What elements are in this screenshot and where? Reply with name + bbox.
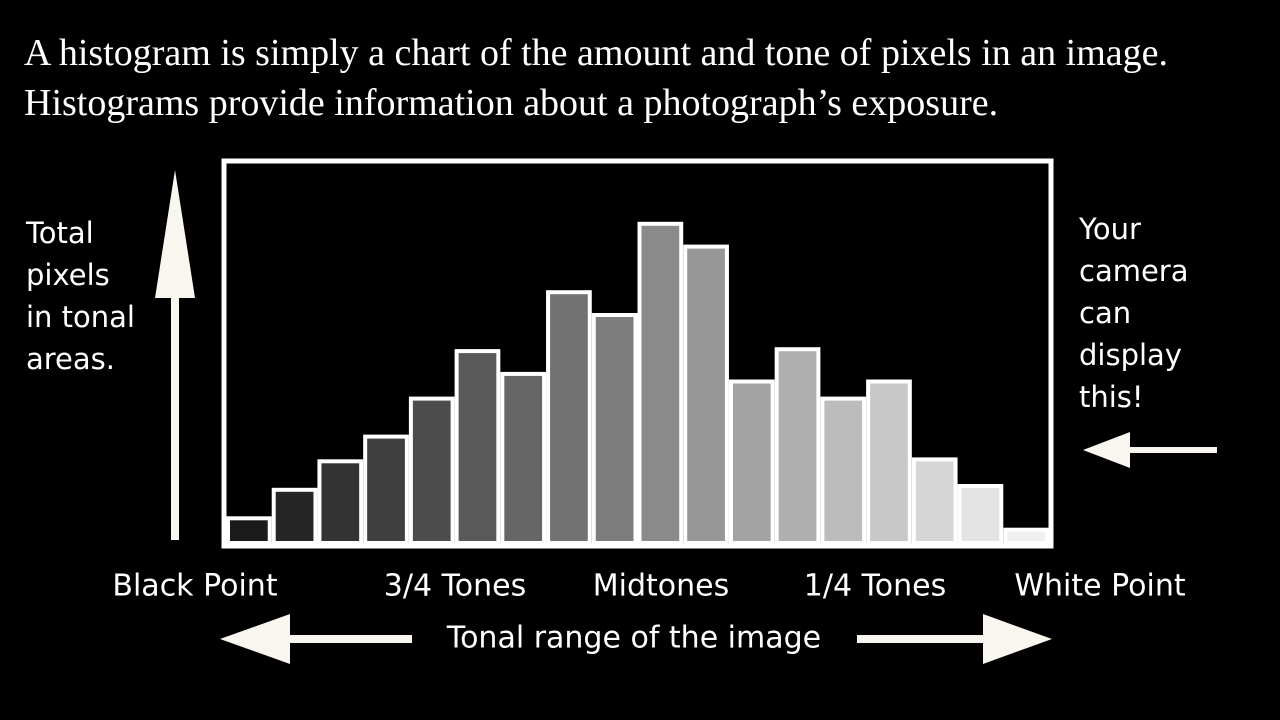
arrow-shaft (171, 290, 179, 540)
bar (408, 396, 455, 545)
bar (500, 371, 547, 545)
bar (728, 379, 775, 545)
bar (454, 349, 501, 545)
bar (774, 347, 821, 546)
x-tick-label: Midtones (593, 569, 729, 604)
x-tick-label: Black Point (112, 569, 277, 604)
bar (271, 487, 318, 545)
x-tick-label: 3/4 Tones (384, 569, 527, 604)
x-tick-label: 1/4 Tones (804, 569, 947, 604)
arrow-shaft (280, 635, 412, 643)
bar (226, 516, 272, 545)
bar (820, 396, 867, 545)
bar (957, 484, 1004, 545)
arrow-head (983, 614, 1052, 664)
bar (317, 459, 364, 545)
bar (363, 434, 409, 546)
bar (911, 457, 958, 545)
bar (546, 290, 592, 546)
annotation: Your camera can display this! (1079, 212, 1189, 414)
arrow-head (1083, 432, 1130, 468)
bar (1003, 527, 1049, 546)
arrow-head (155, 170, 195, 298)
bar (637, 221, 684, 546)
bar (866, 379, 912, 545)
bar (591, 313, 638, 545)
bar (683, 244, 729, 545)
title: A histogram is simply a chart of the amo… (24, 32, 1168, 124)
y-axis-label: Total pixels in tonal areas. (26, 216, 135, 376)
arrow-shaft (857, 635, 992, 643)
x-tick-label: White Point (1014, 569, 1185, 604)
plot-frame (221, 158, 1054, 549)
arrow-shaft (1125, 447, 1217, 453)
x-axis-label: Tonal range of the image (446, 621, 821, 656)
arrow-head (220, 614, 290, 664)
